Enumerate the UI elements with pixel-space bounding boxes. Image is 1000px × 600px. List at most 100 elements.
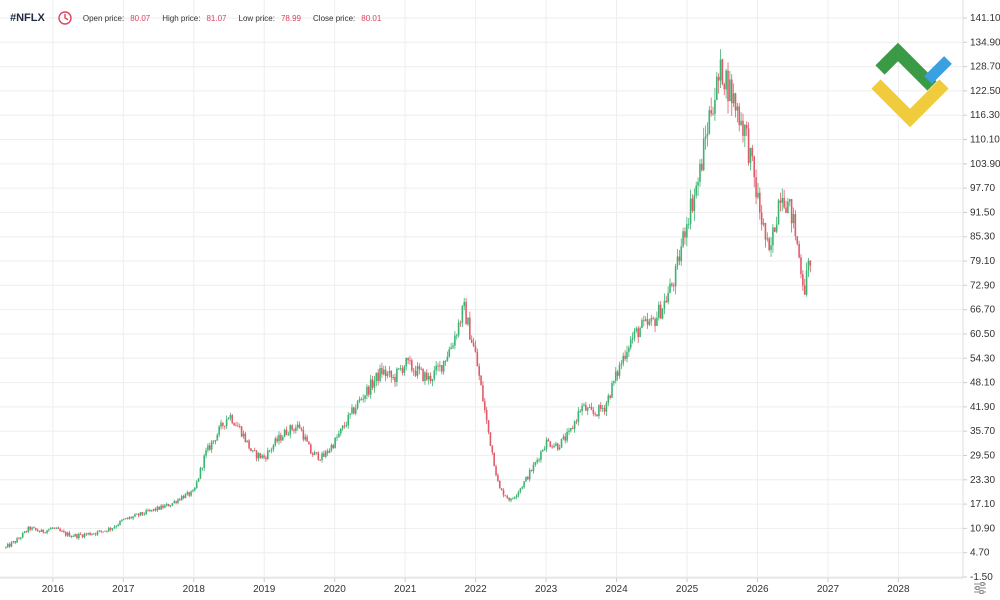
candle: [618, 361, 621, 379]
clock-icon[interactable]: [57, 10, 73, 26]
price-tick-label: 41.90: [970, 402, 995, 413]
candle: [534, 461, 537, 467]
candle: [437, 362, 439, 372]
candle: [420, 366, 422, 371]
candle: [523, 480, 525, 489]
candle: [141, 511, 144, 517]
candle: [323, 450, 325, 458]
candle: [577, 406, 580, 426]
candle: [472, 337, 475, 348]
candle: [442, 360, 445, 375]
candle: [201, 467, 204, 471]
candle: [607, 393, 610, 407]
candle: [538, 457, 540, 463]
candle: [295, 424, 297, 434]
candle: [583, 402, 585, 407]
candle: [590, 402, 593, 411]
candle: [792, 207, 795, 229]
price-tick-label: 134.90: [970, 37, 1000, 48]
candle: [356, 400, 359, 410]
candle: [498, 480, 501, 489]
candle: [671, 281, 673, 288]
time-tick-label: 2027: [817, 584, 840, 595]
candle: [744, 124, 746, 148]
candle: [785, 200, 787, 214]
candle: [266, 447, 269, 461]
candle: [553, 443, 555, 449]
time-axis[interactable]: 2016 2017 2018 2019 2020 2021 2022 2023 2024 2025…: [42, 584, 910, 595]
price-tick-label: 110.10: [970, 135, 1000, 146]
candle: [246, 440, 249, 443]
candle: [556, 442, 559, 452]
price-tick-label: 60.50: [970, 329, 995, 340]
candle: [409, 355, 411, 365]
candle: [210, 439, 213, 453]
candle: [508, 497, 510, 502]
candle: [747, 122, 750, 166]
candle: [594, 411, 596, 417]
candle: [115, 524, 118, 529]
price-tick-label: -1.50: [970, 572, 993, 583]
open-price-label: Open price:: [82, 13, 125, 23]
candle: [457, 319, 460, 338]
candle: [682, 227, 684, 249]
candle: [429, 372, 432, 384]
settings-icon[interactable]: [972, 581, 988, 595]
candle: [693, 188, 696, 222]
candle: [311, 452, 314, 457]
high-price-label: High price:: [162, 13, 201, 23]
candle: [21, 532, 24, 539]
candle: [411, 358, 413, 373]
candle: [637, 325, 640, 344]
candle: [592, 406, 595, 417]
time-tick-label: 2020: [324, 584, 347, 595]
candle: [676, 248, 679, 270]
time-tick-label: 2016: [42, 584, 65, 595]
candle: [276, 435, 278, 444]
candle: [268, 449, 271, 453]
ticker-symbol[interactable]: #NFLX: [10, 12, 45, 24]
candle: [235, 421, 237, 427]
candle: [182, 494, 185, 500]
candle: [317, 451, 320, 461]
candle: [562, 434, 565, 441]
candle: [512, 497, 514, 500]
candle: [341, 425, 344, 431]
candle: [439, 360, 441, 372]
candle: [384, 365, 387, 382]
candle: [773, 227, 776, 233]
candle: [585, 401, 587, 411]
candle: [150, 509, 153, 513]
candle: [755, 169, 757, 205]
price-axis[interactable]: 141.10 134.90 128.70 122.50 116.30 110.10 103.…: [970, 13, 1000, 583]
candle: [137, 513, 140, 518]
candle: [495, 464, 497, 477]
candle: [188, 491, 191, 498]
candle: [641, 317, 643, 329]
candle: [800, 254, 802, 279]
candle: [336, 434, 338, 441]
candle: [360, 397, 363, 401]
candle: [738, 103, 741, 132]
candle: [237, 422, 239, 427]
candle: [674, 263, 677, 295]
candle: [796, 236, 799, 246]
candle: [362, 394, 365, 403]
candle: [467, 317, 469, 327]
candle: [669, 278, 671, 294]
candle: [540, 450, 542, 463]
candle: [179, 497, 181, 501]
candle: [620, 359, 623, 370]
candle: [657, 301, 660, 321]
candle: [478, 363, 480, 381]
candle: [76, 533, 78, 540]
candle: [599, 402, 602, 412]
candle: [27, 525, 30, 534]
candle: [252, 450, 254, 453]
candle: [448, 346, 451, 358]
candle: [382, 365, 385, 376]
candle: [721, 58, 724, 86]
candle: [788, 198, 791, 207]
low-price-label: Low price:: [238, 13, 275, 23]
